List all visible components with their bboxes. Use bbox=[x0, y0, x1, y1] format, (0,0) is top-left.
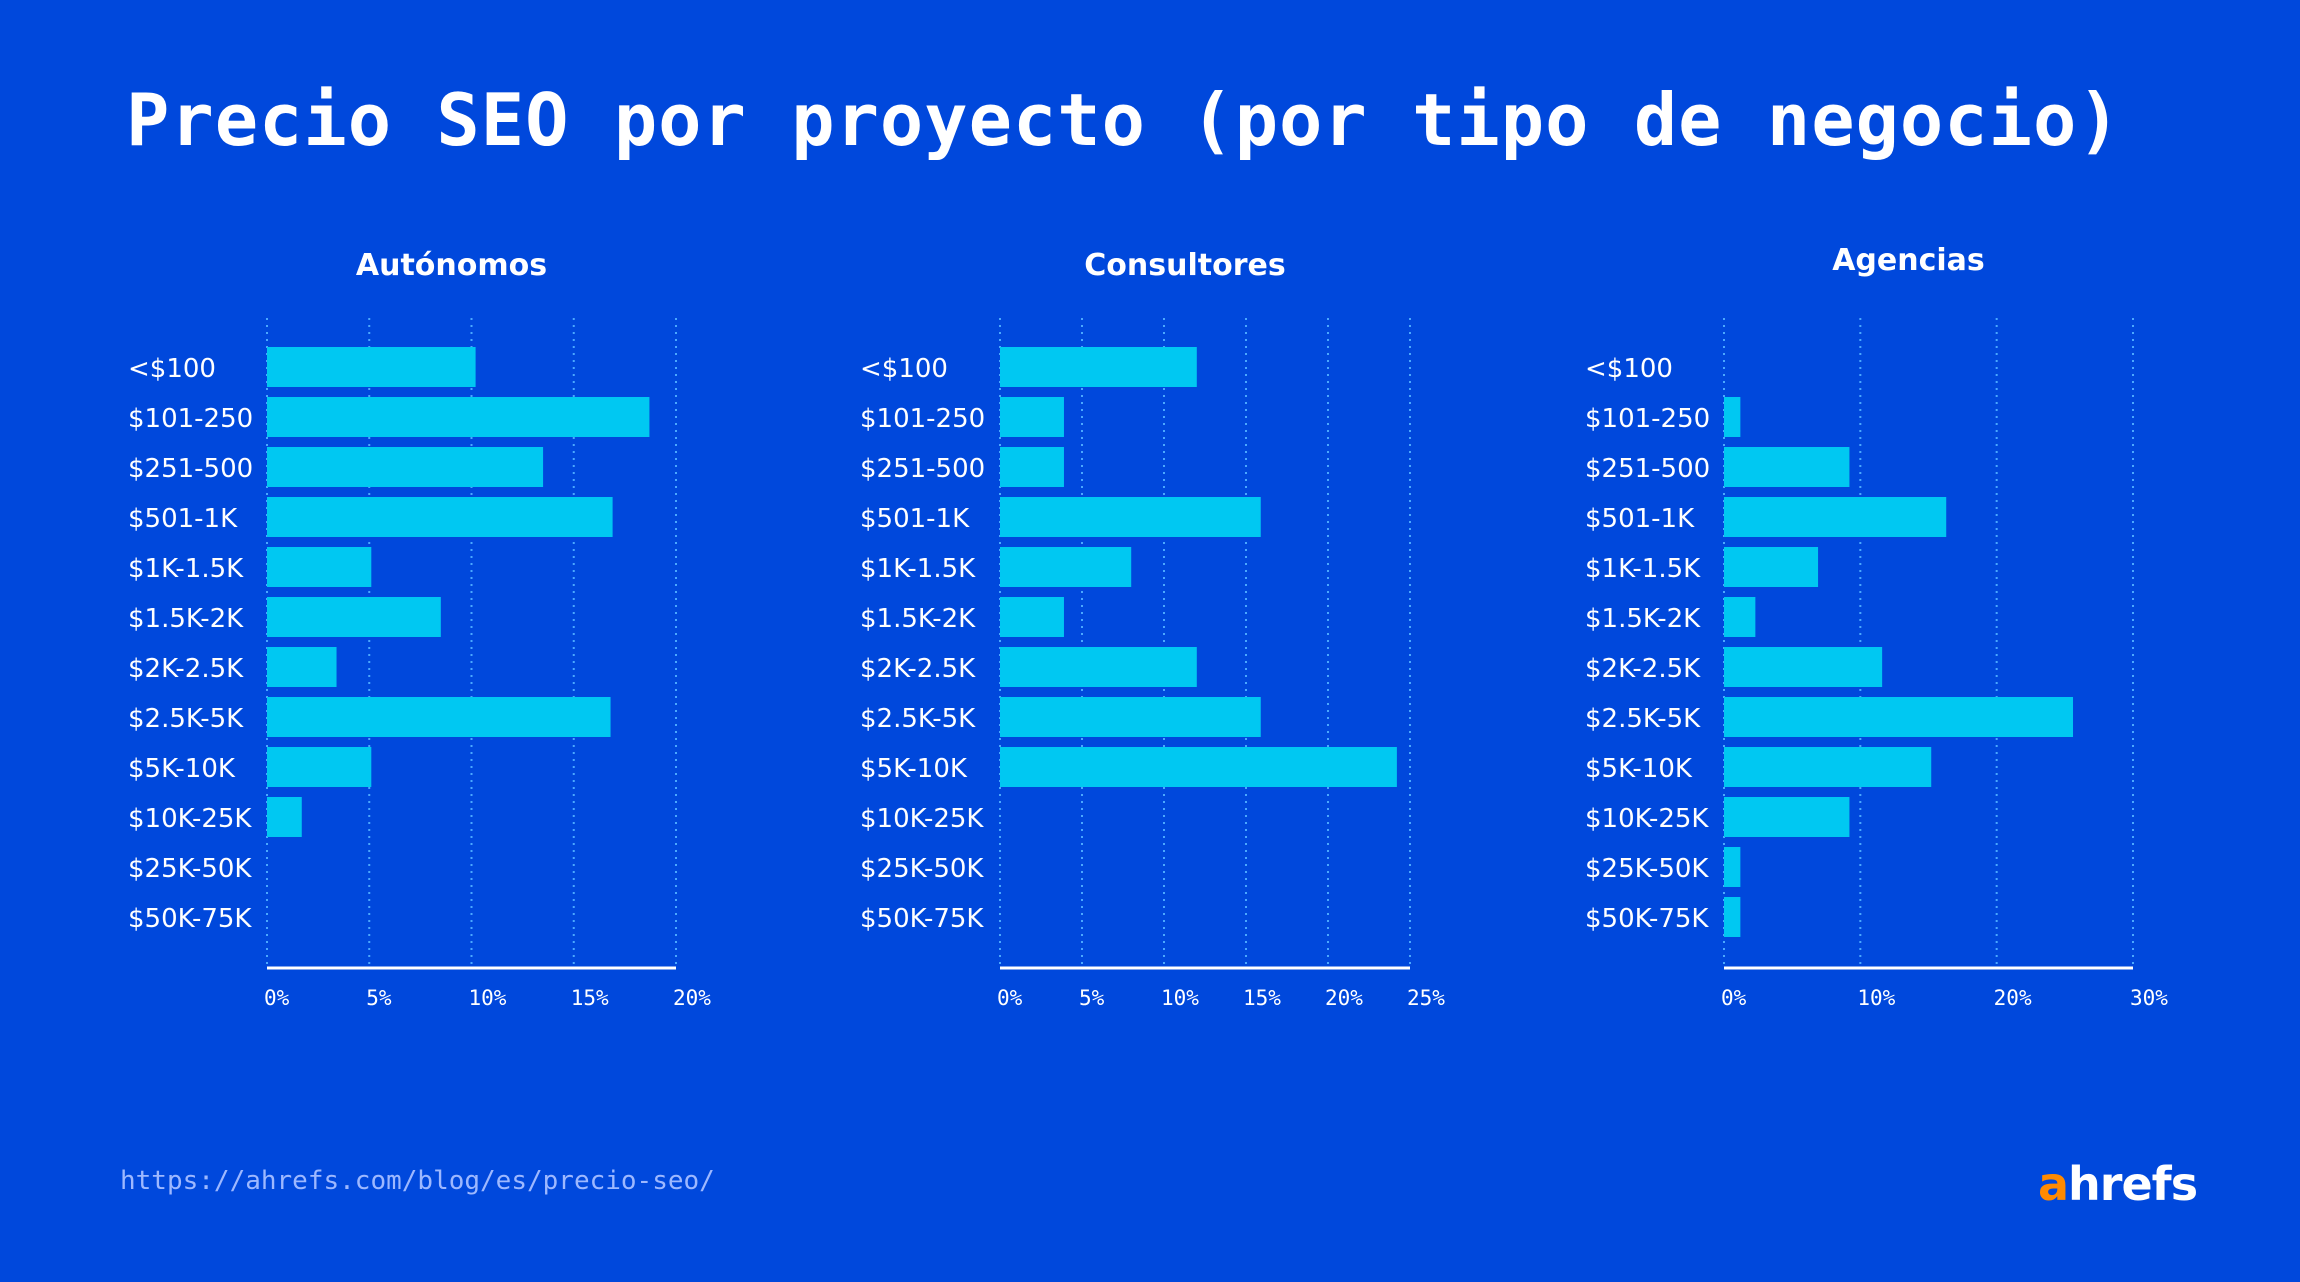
chart-title: Agencias bbox=[1832, 243, 1985, 278]
bar-$101-250 bbox=[1724, 397, 1741, 437]
bar-$2.5K-5K bbox=[1724, 697, 2074, 737]
y-category-label: $501-1K bbox=[128, 504, 238, 534]
y-category-label: $50K-75K bbox=[128, 904, 252, 934]
bar-<$100 bbox=[1000, 347, 1197, 387]
bar-$1.5K-2K bbox=[267, 597, 441, 637]
bar-$101-250 bbox=[1000, 397, 1064, 437]
bar-$5K-10K bbox=[1000, 747, 1397, 787]
bar-$50K-75K bbox=[1724, 897, 1741, 937]
bar-$101-250 bbox=[267, 397, 650, 437]
y-category-label: $50K-75K bbox=[860, 904, 984, 934]
y-category-label: $1.5K-2K bbox=[1585, 604, 1701, 634]
y-category-label: $25K-50K bbox=[860, 854, 984, 884]
bar-$501-1K bbox=[1000, 497, 1261, 537]
bar-$1.5K-2K bbox=[1724, 597, 1756, 637]
y-category-label: $1K-1.5K bbox=[860, 554, 976, 584]
y-category-label: $2K-2.5K bbox=[128, 654, 244, 684]
y-category-label: <$100 bbox=[1585, 354, 1673, 384]
y-category-label: $2K-2.5K bbox=[860, 654, 976, 684]
bar-<$100 bbox=[267, 347, 476, 387]
bar-$251-500 bbox=[1000, 447, 1064, 487]
y-category-label: $2.5K-5K bbox=[128, 704, 244, 734]
bar-$251-500 bbox=[1724, 447, 1850, 487]
y-category-label: $1.5K-2K bbox=[860, 604, 976, 634]
x-tick-label: 15% bbox=[571, 986, 609, 1010]
y-category-label: $25K-50K bbox=[1585, 854, 1709, 884]
x-tick-label: 30% bbox=[2130, 986, 2168, 1010]
page-title: Precio SEO por proyecto (por tipo de neg… bbox=[126, 78, 2122, 162]
y-category-label: $2.5K-5K bbox=[1585, 704, 1701, 734]
x-tick-label: 0% bbox=[1721, 986, 1747, 1010]
y-category-label: $10K-25K bbox=[1585, 804, 1709, 834]
y-category-label: $10K-25K bbox=[128, 804, 252, 834]
x-tick-label: 10% bbox=[1857, 986, 1895, 1010]
bar-$2K-2.5K bbox=[267, 647, 337, 687]
y-category-label: $101-250 bbox=[128, 404, 253, 434]
y-category-label: $5K-10K bbox=[1585, 754, 1693, 784]
bar-$2K-2.5K bbox=[1000, 647, 1197, 687]
y-category-label: $2.5K-5K bbox=[860, 704, 976, 734]
bar-$10K-25K bbox=[267, 797, 302, 837]
y-category-label: $5K-10K bbox=[860, 754, 968, 784]
bar-$1K-1.5K bbox=[267, 547, 372, 587]
y-category-label: $10K-25K bbox=[860, 804, 984, 834]
bar-$2.5K-5K bbox=[267, 697, 611, 737]
bar-$5K-10K bbox=[1724, 747, 1932, 787]
bar-$2K-2.5K bbox=[1724, 647, 1883, 687]
y-category-label: $1K-1.5K bbox=[1585, 554, 1701, 584]
y-category-label: $1K-1.5K bbox=[128, 554, 244, 584]
chart-title: Autónomos bbox=[356, 248, 547, 283]
bar-$10K-25K bbox=[1724, 797, 1850, 837]
chart-title: Consultores bbox=[1084, 248, 1285, 283]
y-category-label: $251-500 bbox=[860, 454, 985, 484]
bar-$25K-50K bbox=[1724, 847, 1741, 887]
y-category-label: $501-1K bbox=[1585, 504, 1695, 534]
y-category-label: <$100 bbox=[860, 354, 948, 384]
bar-$5K-10K bbox=[267, 747, 372, 787]
x-tick-label: 5% bbox=[1079, 986, 1105, 1010]
y-category-label: $101-250 bbox=[860, 404, 985, 434]
bar-$1K-1.5K bbox=[1000, 547, 1132, 587]
ahrefs-logo: ahrefs bbox=[2038, 1157, 2198, 1211]
x-tick-label: 5% bbox=[366, 986, 392, 1010]
bar-$1K-1.5K bbox=[1724, 547, 1819, 587]
x-tick-label: 10% bbox=[469, 986, 507, 1010]
source-url: https://ahrefs.com/blog/es/precio-seo/ bbox=[120, 1166, 715, 1196]
y-category-label: $2K-2.5K bbox=[1585, 654, 1701, 684]
y-category-label: <$100 bbox=[128, 354, 216, 384]
y-category-label: $251-500 bbox=[128, 454, 253, 484]
x-tick-label: 20% bbox=[673, 986, 711, 1010]
bar-$2.5K-5K bbox=[1000, 697, 1261, 737]
bar-$251-500 bbox=[267, 447, 544, 487]
x-tick-label: 0% bbox=[997, 986, 1023, 1010]
y-category-label: $50K-75K bbox=[1585, 904, 1709, 934]
y-category-label: $5K-10K bbox=[128, 754, 236, 784]
y-category-label: $1.5K-2K bbox=[128, 604, 244, 634]
y-category-label: $101-250 bbox=[1585, 404, 1710, 434]
x-tick-label: 10% bbox=[1161, 986, 1199, 1010]
y-category-label: $501-1K bbox=[860, 504, 970, 534]
x-tick-label: 25% bbox=[1407, 986, 1445, 1010]
bar-$1.5K-2K bbox=[1000, 597, 1064, 637]
x-tick-label: 0% bbox=[264, 986, 290, 1010]
y-category-label: $25K-50K bbox=[128, 854, 252, 884]
bar-$501-1K bbox=[267, 497, 613, 537]
y-category-label: $251-500 bbox=[1585, 454, 1710, 484]
bar-$501-1K bbox=[1724, 497, 1947, 537]
x-tick-label: 15% bbox=[1243, 986, 1281, 1010]
x-tick-label: 20% bbox=[1994, 986, 2032, 1010]
x-tick-label: 20% bbox=[1325, 986, 1363, 1010]
